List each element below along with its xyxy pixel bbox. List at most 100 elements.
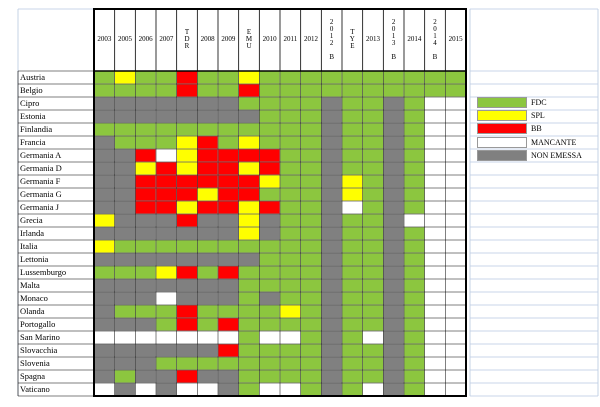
grid-cell xyxy=(362,174,384,189)
grid-cell xyxy=(176,135,198,150)
grid-cell xyxy=(321,174,343,189)
grid-cell xyxy=(135,174,157,189)
grid-cell xyxy=(341,174,363,189)
grid-cell xyxy=(217,70,239,85)
grid-cell xyxy=(279,291,301,306)
grid-cell xyxy=(424,278,446,293)
grid-cell xyxy=(362,226,384,241)
grid-cell xyxy=(341,70,363,85)
grid-cell xyxy=(155,174,177,189)
grid-cell xyxy=(176,369,198,384)
grid-cell xyxy=(403,122,425,137)
grid-cell xyxy=(424,369,446,384)
grid-cell xyxy=(93,369,115,384)
grid-cell xyxy=(259,239,281,254)
country-label: Irlanda xyxy=(20,228,45,238)
grid-cell xyxy=(176,161,198,176)
grid-cell xyxy=(300,135,322,150)
grid-cell xyxy=(238,83,260,98)
column-header: 2005 xyxy=(115,9,136,68)
grid-cell xyxy=(176,356,198,371)
column-header-label: 2012 xyxy=(303,34,318,43)
grid-cell xyxy=(197,213,219,228)
grid-cell xyxy=(279,239,301,254)
column-header: 2014 B xyxy=(425,9,446,68)
column-header-label: 2013 xyxy=(365,34,380,43)
column-header: 2006 xyxy=(135,9,156,68)
grid-cell xyxy=(383,122,405,137)
grid-cell xyxy=(403,135,425,150)
grid-cell xyxy=(114,382,136,397)
grid-cell xyxy=(135,226,157,241)
grid-cell xyxy=(114,226,136,241)
grid-cell xyxy=(197,382,219,397)
grid-cell xyxy=(362,70,384,85)
grid-cell xyxy=(217,265,239,280)
grid-cell xyxy=(383,148,405,163)
grid-cell xyxy=(93,330,115,345)
grid-cell xyxy=(238,187,260,202)
grid-cell xyxy=(197,291,219,306)
grid-cell xyxy=(238,135,260,150)
legend-label: BB xyxy=(531,124,542,134)
column-header-label: 2013 B xyxy=(389,17,398,60)
grid-cell xyxy=(445,122,467,137)
grid-cell xyxy=(135,317,157,332)
grid-cell xyxy=(176,226,198,241)
country-label: Grecia xyxy=(20,215,43,225)
country-label: Portogallo xyxy=(20,319,56,329)
grid-cell xyxy=(300,161,322,176)
grid-cell xyxy=(300,213,322,228)
grid-cell xyxy=(93,278,115,293)
grid-cell xyxy=(321,382,343,397)
grid-cell xyxy=(238,317,260,332)
grid-cell xyxy=(135,70,157,85)
grid-cell xyxy=(300,70,322,85)
grid-cell xyxy=(300,109,322,124)
grid-cell xyxy=(114,83,136,98)
grid-cell xyxy=(197,96,219,111)
grid-cell xyxy=(217,356,239,371)
grid-cell xyxy=(217,304,239,319)
grid-cell xyxy=(217,187,239,202)
grid-cell xyxy=(114,330,136,345)
grid-cell xyxy=(341,161,363,176)
grid-cell xyxy=(300,356,322,371)
grid-cell xyxy=(197,343,219,358)
column-header: 2011 xyxy=(280,9,301,68)
country-label: Belgio xyxy=(20,85,43,95)
grid-cell xyxy=(238,265,260,280)
grid-cell xyxy=(197,200,219,215)
grid-cell xyxy=(114,148,136,163)
grid-cell xyxy=(300,382,322,397)
grid-cell xyxy=(135,330,157,345)
grid-cell xyxy=(93,70,115,85)
column-header: 2007 xyxy=(156,9,177,68)
grid-cell xyxy=(93,356,115,371)
grid-cell xyxy=(445,213,467,228)
country-label: Slovacchia xyxy=(20,345,58,355)
grid-cell xyxy=(93,382,115,397)
grid-cell xyxy=(383,291,405,306)
grid-cell xyxy=(259,252,281,267)
grid-cell xyxy=(362,278,384,293)
grid-cell xyxy=(238,369,260,384)
country-label: Germania A xyxy=(20,150,62,160)
grid-cell xyxy=(321,187,343,202)
grid-cell xyxy=(383,382,405,397)
grid-cell xyxy=(259,343,281,358)
grid-cell xyxy=(114,265,136,280)
grid-cell xyxy=(93,226,115,241)
grid-cell xyxy=(362,187,384,202)
grid-cell xyxy=(279,382,301,397)
grid-cell xyxy=(321,226,343,241)
legend-label: FDC xyxy=(531,98,547,107)
grid-cell xyxy=(217,252,239,267)
grid-cell xyxy=(445,200,467,215)
country-label: Finlandia xyxy=(20,124,53,134)
grid-cell xyxy=(321,330,343,345)
grid-cell xyxy=(424,226,446,241)
grid-cell xyxy=(279,304,301,319)
grid-cell xyxy=(197,148,219,163)
grid-cell xyxy=(197,278,219,293)
